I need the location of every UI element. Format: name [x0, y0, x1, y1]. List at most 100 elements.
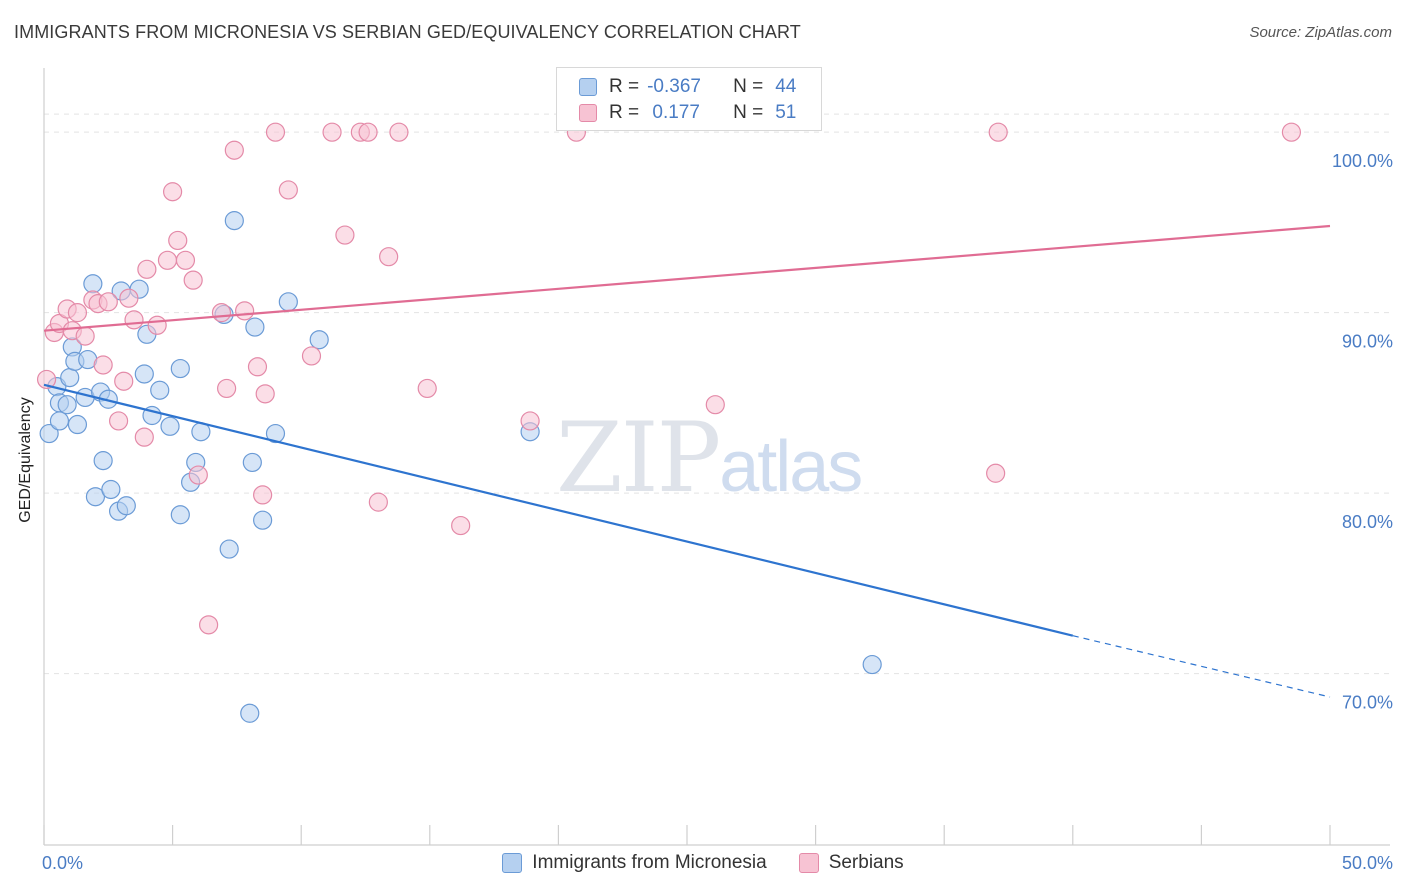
correlation-legend: R = -0.367 N = 44 R = 0.177 N = 51 [556, 67, 822, 131]
serbians-point [335, 225, 355, 245]
micronesia-point [219, 539, 239, 559]
serbians-point [301, 346, 322, 366]
serbians-point [705, 395, 725, 415]
micronesia-point [224, 211, 244, 231]
legend-item-serbians: Serbians [798, 852, 904, 874]
legend-n-label: N = [733, 76, 764, 97]
serbians-point [114, 371, 134, 391]
micronesia-point [278, 292, 298, 312]
legend-r-label: R = [609, 102, 640, 123]
serbians-point [134, 427, 154, 447]
serbians-point [93, 355, 113, 375]
micronesia-point [39, 423, 59, 444]
micronesia-point [85, 487, 106, 507]
micronesia-point [67, 414, 88, 435]
micronesia-point [170, 505, 190, 525]
legend-row-micronesia: R = -0.367 N = 44 [579, 74, 796, 100]
serbians-point [358, 122, 378, 142]
legend-item-micronesia: Immigrants from Micronesia [502, 852, 767, 874]
serbians-point [278, 180, 298, 200]
y-tick-label: 90.0% [1342, 332, 1393, 352]
chart-source: Source: ZipAtlas.com [1249, 24, 1392, 41]
micronesia-trend-line [43, 383, 1074, 637]
micronesia-point [253, 510, 273, 530]
micronesia-point [101, 479, 121, 500]
serbians-point [163, 182, 183, 202]
watermark-atlas: atlas [719, 427, 863, 507]
legend-label-serbians: Serbians [828, 852, 904, 873]
legend-swatch-pink [798, 853, 819, 873]
series-micronesia-points [39, 211, 882, 723]
y-tick-label: 70.0% [1342, 693, 1393, 713]
serbians-point [1281, 122, 1302, 142]
legend-swatch-blue [502, 853, 523, 873]
serbians-point [147, 315, 167, 335]
serbians-point [183, 270, 203, 290]
serbians-point [217, 378, 237, 399]
y-tick-label: 100.0% [1332, 151, 1393, 171]
serbians-point [247, 357, 268, 377]
serbians-point [67, 303, 88, 323]
x-tick-label: 50.0% [1342, 853, 1393, 873]
serbians-point [188, 465, 208, 485]
serbians-point [265, 122, 286, 142]
serbians-point [224, 140, 244, 160]
trend-lines [43, 224, 1331, 698]
legend-n-value: 51 [775, 102, 797, 123]
serbians-point [255, 384, 275, 404]
serbians-point [417, 378, 437, 399]
serbians-point [168, 230, 188, 251]
serbians-point [36, 369, 57, 390]
serbians-point [157, 250, 178, 270]
micronesia-point [160, 416, 180, 436]
serbians-point [253, 485, 273, 505]
serbians-point [108, 411, 129, 431]
serbians-point [986, 463, 1006, 483]
watermark-zip: ZIP [556, 402, 721, 514]
legend-label-micronesia: Immigrants from Micronesia [532, 852, 767, 873]
legend-r-value: 0.177 [647, 102, 700, 123]
serbians-point [389, 122, 409, 142]
serbians-point [368, 492, 388, 512]
serbians-trend-line [43, 224, 1331, 332]
legend-r-value: -0.367 [647, 76, 701, 97]
micronesia-trend-extension [1072, 635, 1331, 698]
serbians-point [235, 301, 255, 321]
serbians-point [322, 122, 342, 142]
micronesia-point [83, 274, 103, 294]
x-tick-label: 0.0% [42, 853, 83, 873]
micronesia-point [93, 451, 113, 471]
micronesia-point [116, 496, 136, 516]
serbians-point [119, 288, 139, 308]
serbians-point [379, 247, 399, 267]
serbians-point [988, 122, 1008, 142]
micronesia-point [862, 654, 882, 675]
legend-n-value: 44 [775, 76, 797, 97]
chart-title: IMMIGRANTS FROM MICRONESIA VS SERBIAN GE… [14, 22, 801, 42]
y-axis-label: GED/Equivalency [17, 397, 34, 522]
serbians-point [137, 259, 157, 279]
micronesia-point [242, 452, 262, 473]
serbians-point [211, 303, 232, 323]
serbians-point [175, 250, 196, 270]
micronesia-point [170, 358, 190, 379]
micronesia-point [150, 380, 170, 400]
legend-n-label: N = [733, 102, 764, 123]
tick-labels: 70.0% 80.0% 90.0% 100.0% 0.0% 50.0% [42, 151, 1393, 873]
micronesia-point [245, 317, 265, 337]
micronesia-point [309, 330, 329, 350]
micronesia-point [57, 395, 77, 415]
legend-swatch-blue [579, 78, 597, 96]
series-legend: Immigrants from Micronesia Serbians [0, 852, 1406, 874]
serbians-point [520, 411, 540, 431]
micronesia-point [60, 368, 80, 388]
micronesia-point [265, 423, 286, 444]
micronesia-point [240, 703, 260, 723]
serbians-point [199, 615, 219, 635]
watermark: ZIPatlas [556, 402, 863, 514]
legend-r-label: R = [609, 76, 640, 97]
legend-row-serbians: R = 0.177 N = 51 [579, 100, 796, 126]
y-tick-label: 80.0% [1342, 512, 1393, 532]
serbians-point [124, 310, 144, 330]
